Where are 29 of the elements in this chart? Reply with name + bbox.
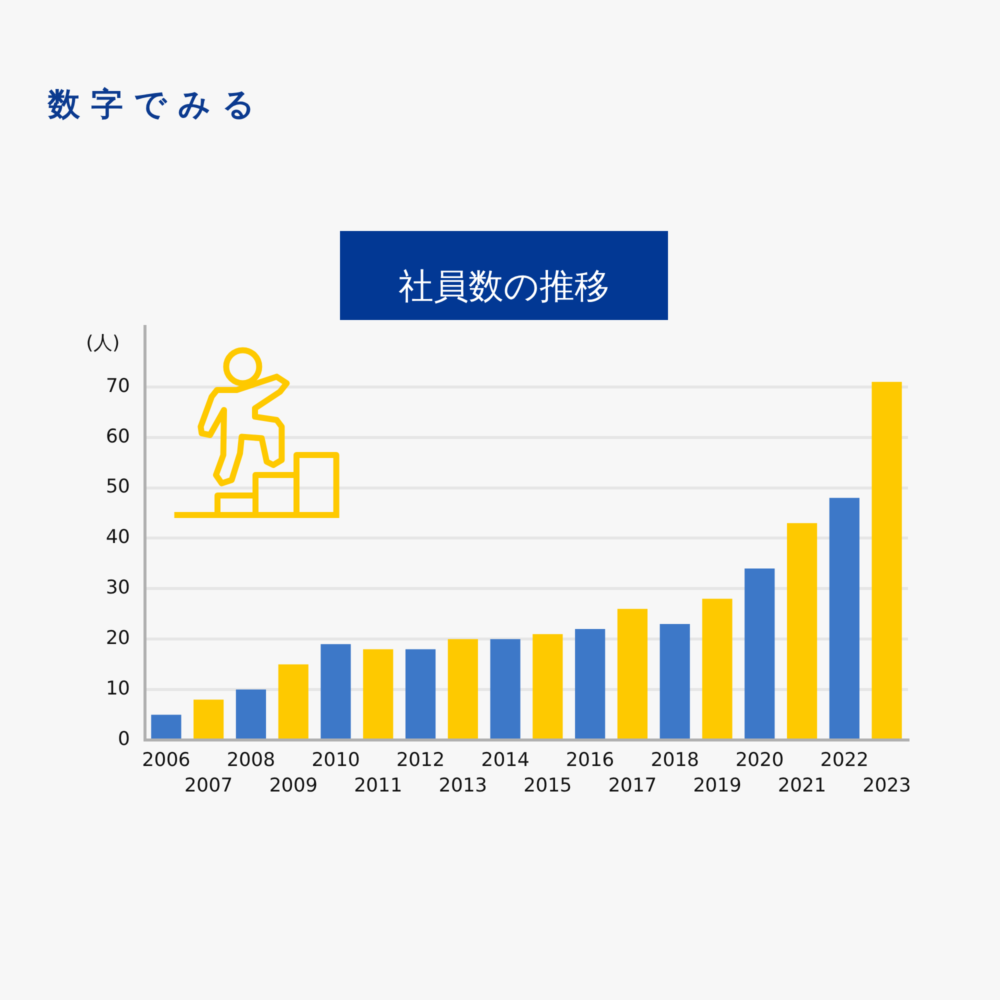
y-tick-label: 20 — [106, 627, 130, 650]
x-tick-label: 2011 — [354, 774, 402, 796]
x-tick-label: 2022 — [820, 748, 869, 771]
x-tick-label: 2021 — [778, 774, 826, 796]
x-tick-label: 2015 — [524, 774, 572, 796]
y-tick-label: 50 — [106, 476, 130, 498]
y-tick-label: 10 — [106, 678, 130, 700]
x-tick-label: 2016 — [566, 748, 614, 771]
x-tick-label: 2008 — [226, 748, 276, 771]
x-tick-label: 2019 — [693, 774, 742, 796]
x-tick-label: 2020 — [735, 748, 784, 771]
y-tick-label: 70 — [106, 374, 130, 397]
x-tick-label: 2010 — [312, 748, 360, 771]
y-axis-title: (人) — [86, 331, 120, 356]
x-tick-label: 2007 — [184, 774, 233, 796]
chart-title: 社員数の推移 — [340, 231, 668, 320]
y-tick-label: 60 — [106, 425, 130, 448]
y-tick-label: 0 — [118, 728, 130, 750]
x-tick-label: 2014 — [481, 748, 530, 771]
y-tick-label: 30 — [106, 576, 130, 599]
x-tick-label: 2009 — [269, 774, 318, 796]
x-tick-label: 2018 — [650, 748, 700, 771]
text: 数字でみる — [48, 84, 266, 125]
x-tick-label: 2013 — [438, 774, 488, 796]
x-tick-label: 2023 — [862, 774, 911, 796]
x-tick-label: 2017 — [608, 774, 657, 796]
y-tick-label: 40 — [106, 526, 130, 548]
x-tick-label: 2006 — [142, 748, 190, 771]
x-tick-label: 2012 — [396, 748, 445, 771]
